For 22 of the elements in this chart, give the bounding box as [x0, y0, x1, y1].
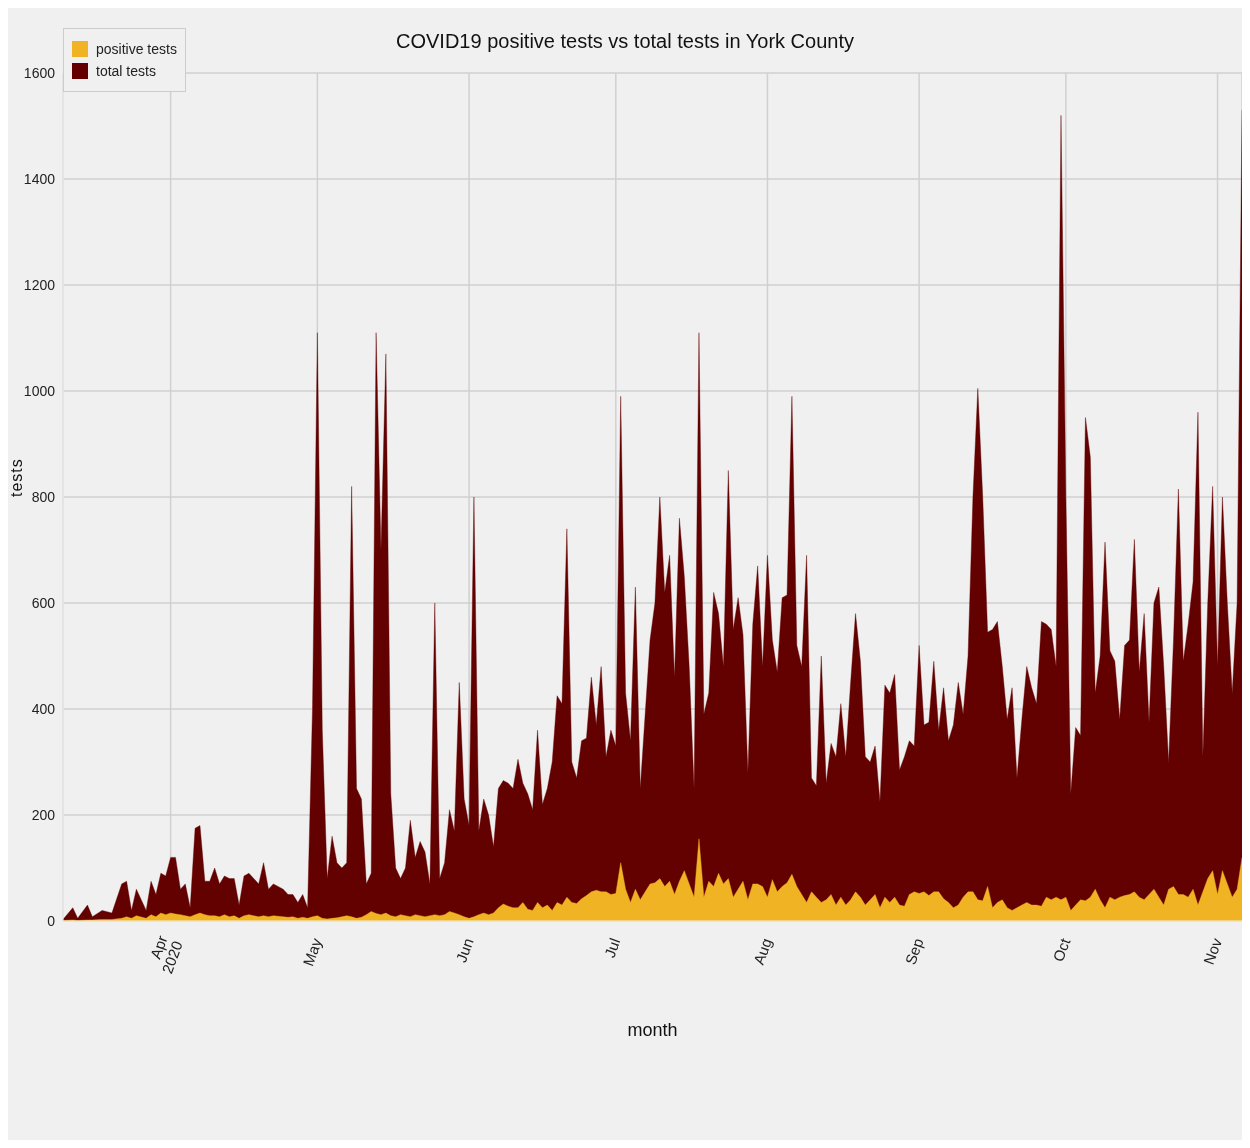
y-tick-label: 800: [31, 488, 56, 505]
y-tick-label: 0: [47, 912, 56, 929]
y-tick-label: 1400: [23, 170, 56, 187]
x-tick-label: Aug: [749, 935, 775, 967]
y-tick-label: 200: [31, 806, 56, 823]
y-tick-label: 1000: [23, 382, 56, 399]
x-tick-label: Oct: [1049, 935, 1074, 964]
chart-title: COVID19 positive tests vs total tests in York County: [396, 30, 854, 52]
legend-label: positive tests: [96, 41, 177, 57]
x-tick-label: Jun: [452, 935, 477, 965]
x-tick-label: Apr 2020: [146, 933, 186, 976]
x-axis-title: month: [627, 1020, 678, 1040]
y-tick-label: 1600: [23, 64, 56, 81]
y-axis-title: tests: [7, 458, 25, 497]
y-tick-label: 600: [31, 594, 56, 611]
y-tick-label: 1200: [23, 276, 56, 293]
x-tick-label: Jul: [600, 935, 624, 960]
x-tick-label: May: [299, 935, 326, 969]
legend-label: total tests: [96, 63, 156, 79]
x-tick-label: Sep: [901, 935, 927, 967]
x-tick-label: Nov: [1199, 935, 1226, 967]
y-tick-label: 400: [31, 700, 56, 717]
